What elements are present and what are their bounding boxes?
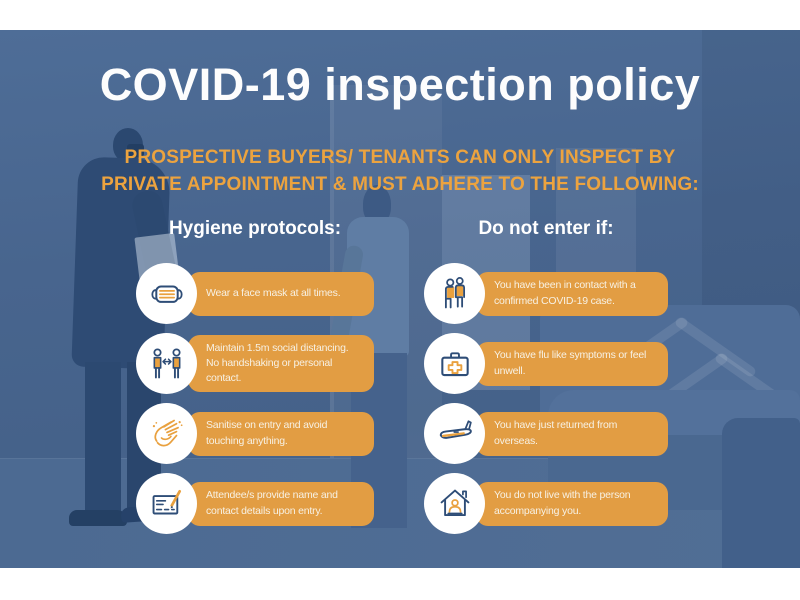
house-person-icon [440,489,469,516]
list-item: You have been in contact with a confirme… [424,263,668,324]
face-mask-icon [150,284,183,303]
policy-text-pill: Attendee/s provide name and contact deta… [188,481,374,526]
list-item: You have flu like symptoms or feel unwel… [424,333,668,394]
hygiene-protocols-list: Wear a face mask at all times. Maintain … [136,263,374,543]
list-item: Wear a face mask at all times. [136,263,374,324]
poster-subtitle: PROSPECTIVE BUYERS/ TENANTS CAN ONLY INS… [101,147,699,195]
policy-text-pill: Wear a face mask at all times. [188,271,374,316]
policy-text-pill: Sanitise on entry and avoid touching any… [188,411,374,456]
list-item: Sanitise on entry and avoid touching any… [136,403,374,464]
policy-text-pill: You do not live with the person accompan… [476,481,668,526]
icon-circle [136,473,197,534]
list-item: You have just returned from overseas. [424,403,668,464]
medical-kit-icon [440,351,469,376]
icon-circle [424,403,485,464]
hand-sanitise-icon [152,419,183,446]
icon-circle [424,333,485,394]
icon-circle [136,403,197,464]
wall-shadow [702,30,800,330]
sign-in-form-icon [152,489,181,514]
list-item: You do not live with the person accompan… [424,473,668,534]
policy-text-pill: You have flu like symptoms or feel unwel… [476,341,668,386]
column-header-do-not-enter: Do not enter if: [478,218,614,239]
column-header-hygiene: Hygiene protocols: [168,218,342,239]
policy-text-pill: You have just returned from overseas. [476,411,668,456]
list-item: Maintain 1.5m social distancing. No hand… [136,333,374,394]
close-contact-icon [444,276,465,308]
icon-circle [136,333,197,394]
icon-circle [424,473,485,534]
icon-circle [424,263,485,324]
armchair [722,418,800,568]
icon-circle [136,263,197,324]
policy-text-pill: You have been in contact with a confirme… [476,271,668,316]
social-distancing-icon [152,347,181,378]
policy-text-pill: Maintain 1.5m social distancing. No hand… [188,334,374,393]
do-not-enter-list: You have been in contact with a confirme… [424,263,668,543]
list-item: Attendee/s provide name and contact deta… [136,473,374,534]
poster-title: COVID-19 inspection policy [99,59,701,110]
covid-policy-poster: COVID-19 inspection policy PROSPECTIVE B… [0,30,800,568]
airplane-icon [439,419,472,439]
